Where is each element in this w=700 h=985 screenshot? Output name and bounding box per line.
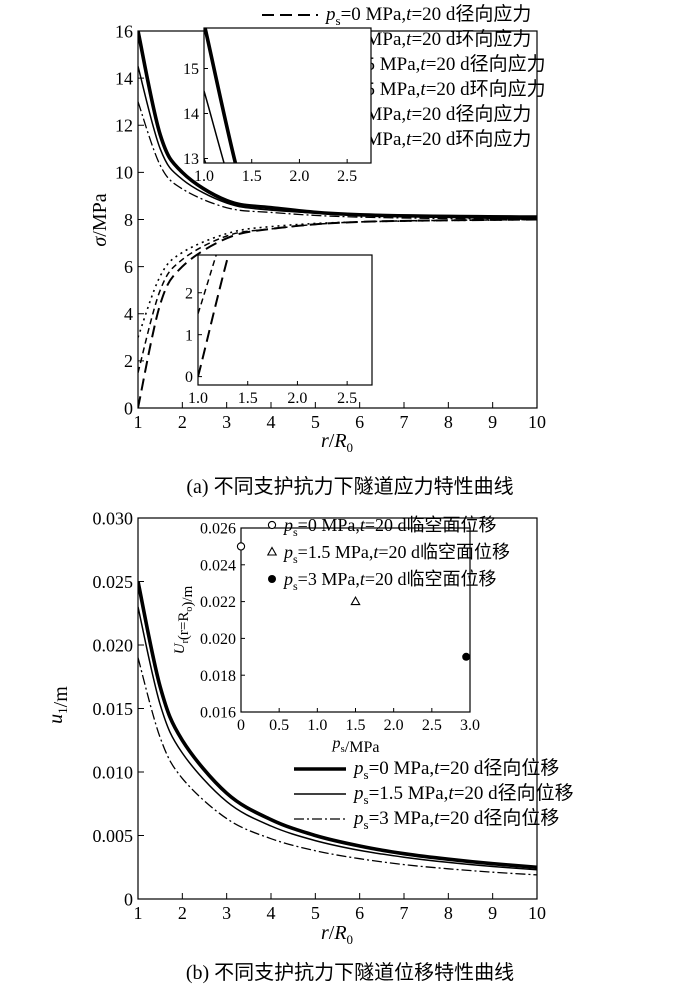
a-xtick-label: 4 — [267, 412, 276, 432]
caption-a: (a) 不同支护抗力下隧道应力特性曲线 — [186, 476, 514, 498]
a-inset-lower-bg — [198, 255, 372, 385]
a-inset-upper-frame — [203, 27, 372, 164]
b-ylabel: u1/m — [45, 686, 72, 724]
b-ytick-label: 0.025 — [93, 572, 134, 592]
a-legend-1-text: ps=0 MPa,t=20 d径向应力 — [324, 3, 531, 28]
a-ylabel: σ/MPa — [89, 193, 111, 246]
a-ytick-label: 2 — [124, 351, 133, 371]
b-ytick-label: 0 — [124, 889, 133, 909]
b-legend-1-text: ps=0 MPa,t=20 d径向位移 — [352, 757, 559, 782]
b-xtick-label: 9 — [488, 903, 497, 923]
b-xtick-label: 2 — [178, 903, 187, 923]
a-inset-lower-ytick-label: 2 — [185, 285, 193, 302]
a-xtick-label: 6 — [355, 412, 364, 432]
a-xtick-label: 2 — [178, 412, 187, 432]
b-inset-point — [462, 652, 471, 661]
a-inset-upper-xtick-label: 1.5 — [242, 168, 262, 185]
b-inset-point — [350, 595, 361, 606]
b-ytick-label: 0.020 — [93, 635, 134, 655]
b-xtick-label: 6 — [355, 903, 364, 923]
b-inset-xtick-label: 0.5 — [269, 717, 289, 734]
a-xtick-label: 1 — [134, 412, 143, 432]
a-inset-lower-ytick-label: 0 — [185, 369, 193, 386]
caption-b: (b) 不同支护抗力下隧道位移特性曲线 — [185, 962, 515, 984]
a-ytick-label: 14 — [115, 68, 133, 88]
b-inset-xtick-label: 1.0 — [307, 717, 327, 734]
a-inset-upper-ytick-label: 15 — [183, 61, 199, 78]
a-ytick-label: 12 — [115, 116, 133, 136]
b-inset-ytick-label: 0.024 — [200, 557, 236, 574]
b-xtick-label: 1 — [134, 903, 143, 923]
b-ytick-label: 0.005 — [93, 826, 134, 846]
a-ytick-label: 0 — [124, 398, 133, 418]
a-inset-upper-ytick-label: 14 — [183, 106, 199, 123]
a-inset-lower-ytick-label: 1 — [185, 327, 193, 344]
b-inset-xtick-label: 2.0 — [384, 717, 404, 734]
a-ytick-label: 10 — [115, 163, 133, 183]
a-inset-upper-ytick-label: 13 — [183, 151, 199, 168]
b-inset-point — [236, 542, 246, 551]
a-inset-lower-xtick-label: 2.0 — [287, 390, 307, 407]
b-inset-xtick-label: 0 — [237, 717, 245, 734]
a-xtick-label: 3 — [222, 412, 231, 432]
b-xtick-label: 7 — [400, 903, 409, 923]
a-ytick-label: 8 — [124, 210, 133, 230]
a-xtick-label: 7 — [400, 412, 409, 432]
a-xlabel: r/R0 — [321, 430, 353, 455]
a-xtick-label: 8 — [444, 412, 453, 432]
b-inset-legend-1-text: ps=0 MPa,t=20 d临空面位移 — [282, 515, 497, 539]
a-inset-lower-xtick-label: 1.0 — [188, 390, 208, 407]
b-inset-ytick-label: 0.026 — [200, 521, 236, 538]
b-inset-ytick-label: 0.022 — [200, 594, 236, 611]
b-series-line — [138, 657, 537, 876]
b-xtick-label: 10 — [528, 903, 546, 923]
a-inset-lower-xtick-label: 1.5 — [238, 390, 258, 407]
b-inset-ytick-label: 0.016 — [200, 705, 236, 722]
b-ytick-label: 0.015 — [93, 699, 134, 719]
b-inset-xtick-label: 3.0 — [460, 717, 480, 734]
a-xtick-label: 10 — [528, 412, 546, 432]
b-series-line — [138, 581, 537, 870]
a-ytick-label: 4 — [124, 304, 133, 324]
b-inset-legend-1-marker — [267, 520, 277, 530]
b-inset-legend-3-text: ps=3 MPa,t=20 d临空面位移 — [282, 569, 497, 593]
b-inset-bg — [241, 528, 470, 712]
a-ytick-label: 16 — [115, 21, 133, 41]
b-ytick-label: 0.030 — [93, 508, 134, 528]
b-xtick-label: 8 — [444, 903, 453, 923]
a-ytick-label: 6 — [124, 257, 133, 277]
a-inset-upper-xtick-label: 2.0 — [289, 168, 309, 185]
b-inset-ylabel: Ur(r=Ro)/m — [172, 585, 196, 654]
b-inset-ytick-label: 0.020 — [200, 631, 236, 648]
b-inset-xtick-label: 2.5 — [422, 717, 442, 734]
a-series-line — [138, 66, 537, 221]
a-inset-lower-frame — [197, 254, 373, 386]
a-xtick-label: 5 — [311, 412, 320, 432]
b-xtick-label: 4 — [267, 903, 276, 923]
b-inset-legend-3-marker — [268, 575, 276, 583]
b-inset-legend-2-text: ps=1.5 MPa,t=20 d临空面位移 — [282, 542, 510, 566]
b-xtick-label: 3 — [222, 903, 231, 923]
b-inset-xtick-label: 1.5 — [346, 717, 366, 734]
b-xtick-label: 5 — [311, 903, 320, 923]
b-inset-ytick-label: 0.018 — [200, 668, 236, 685]
b-xlabel: r/R0 — [321, 922, 353, 947]
a-series-line — [138, 218, 537, 373]
b-ytick-label: 0.010 — [93, 762, 134, 782]
a-xtick-label: 9 — [488, 412, 497, 432]
b-inset-legend-2-marker — [266, 546, 278, 556]
b-legend-2-text: ps=1.5 MPa,t=20 d径向位移 — [352, 782, 574, 807]
a-inset-lower-xtick-label: 2.5 — [337, 390, 357, 407]
b-inset-xlabel: ps/MPa — [332, 735, 380, 756]
b-legend-3-text: ps=3 MPa,t=20 d径向位移 — [352, 807, 559, 832]
a-inset-upper-xtick-label: 2.5 — [337, 168, 357, 185]
b-series-line — [138, 606, 537, 871]
a-inset-upper-xtick-label: 1.0 — [194, 168, 214, 185]
a-series-line — [138, 101, 537, 221]
